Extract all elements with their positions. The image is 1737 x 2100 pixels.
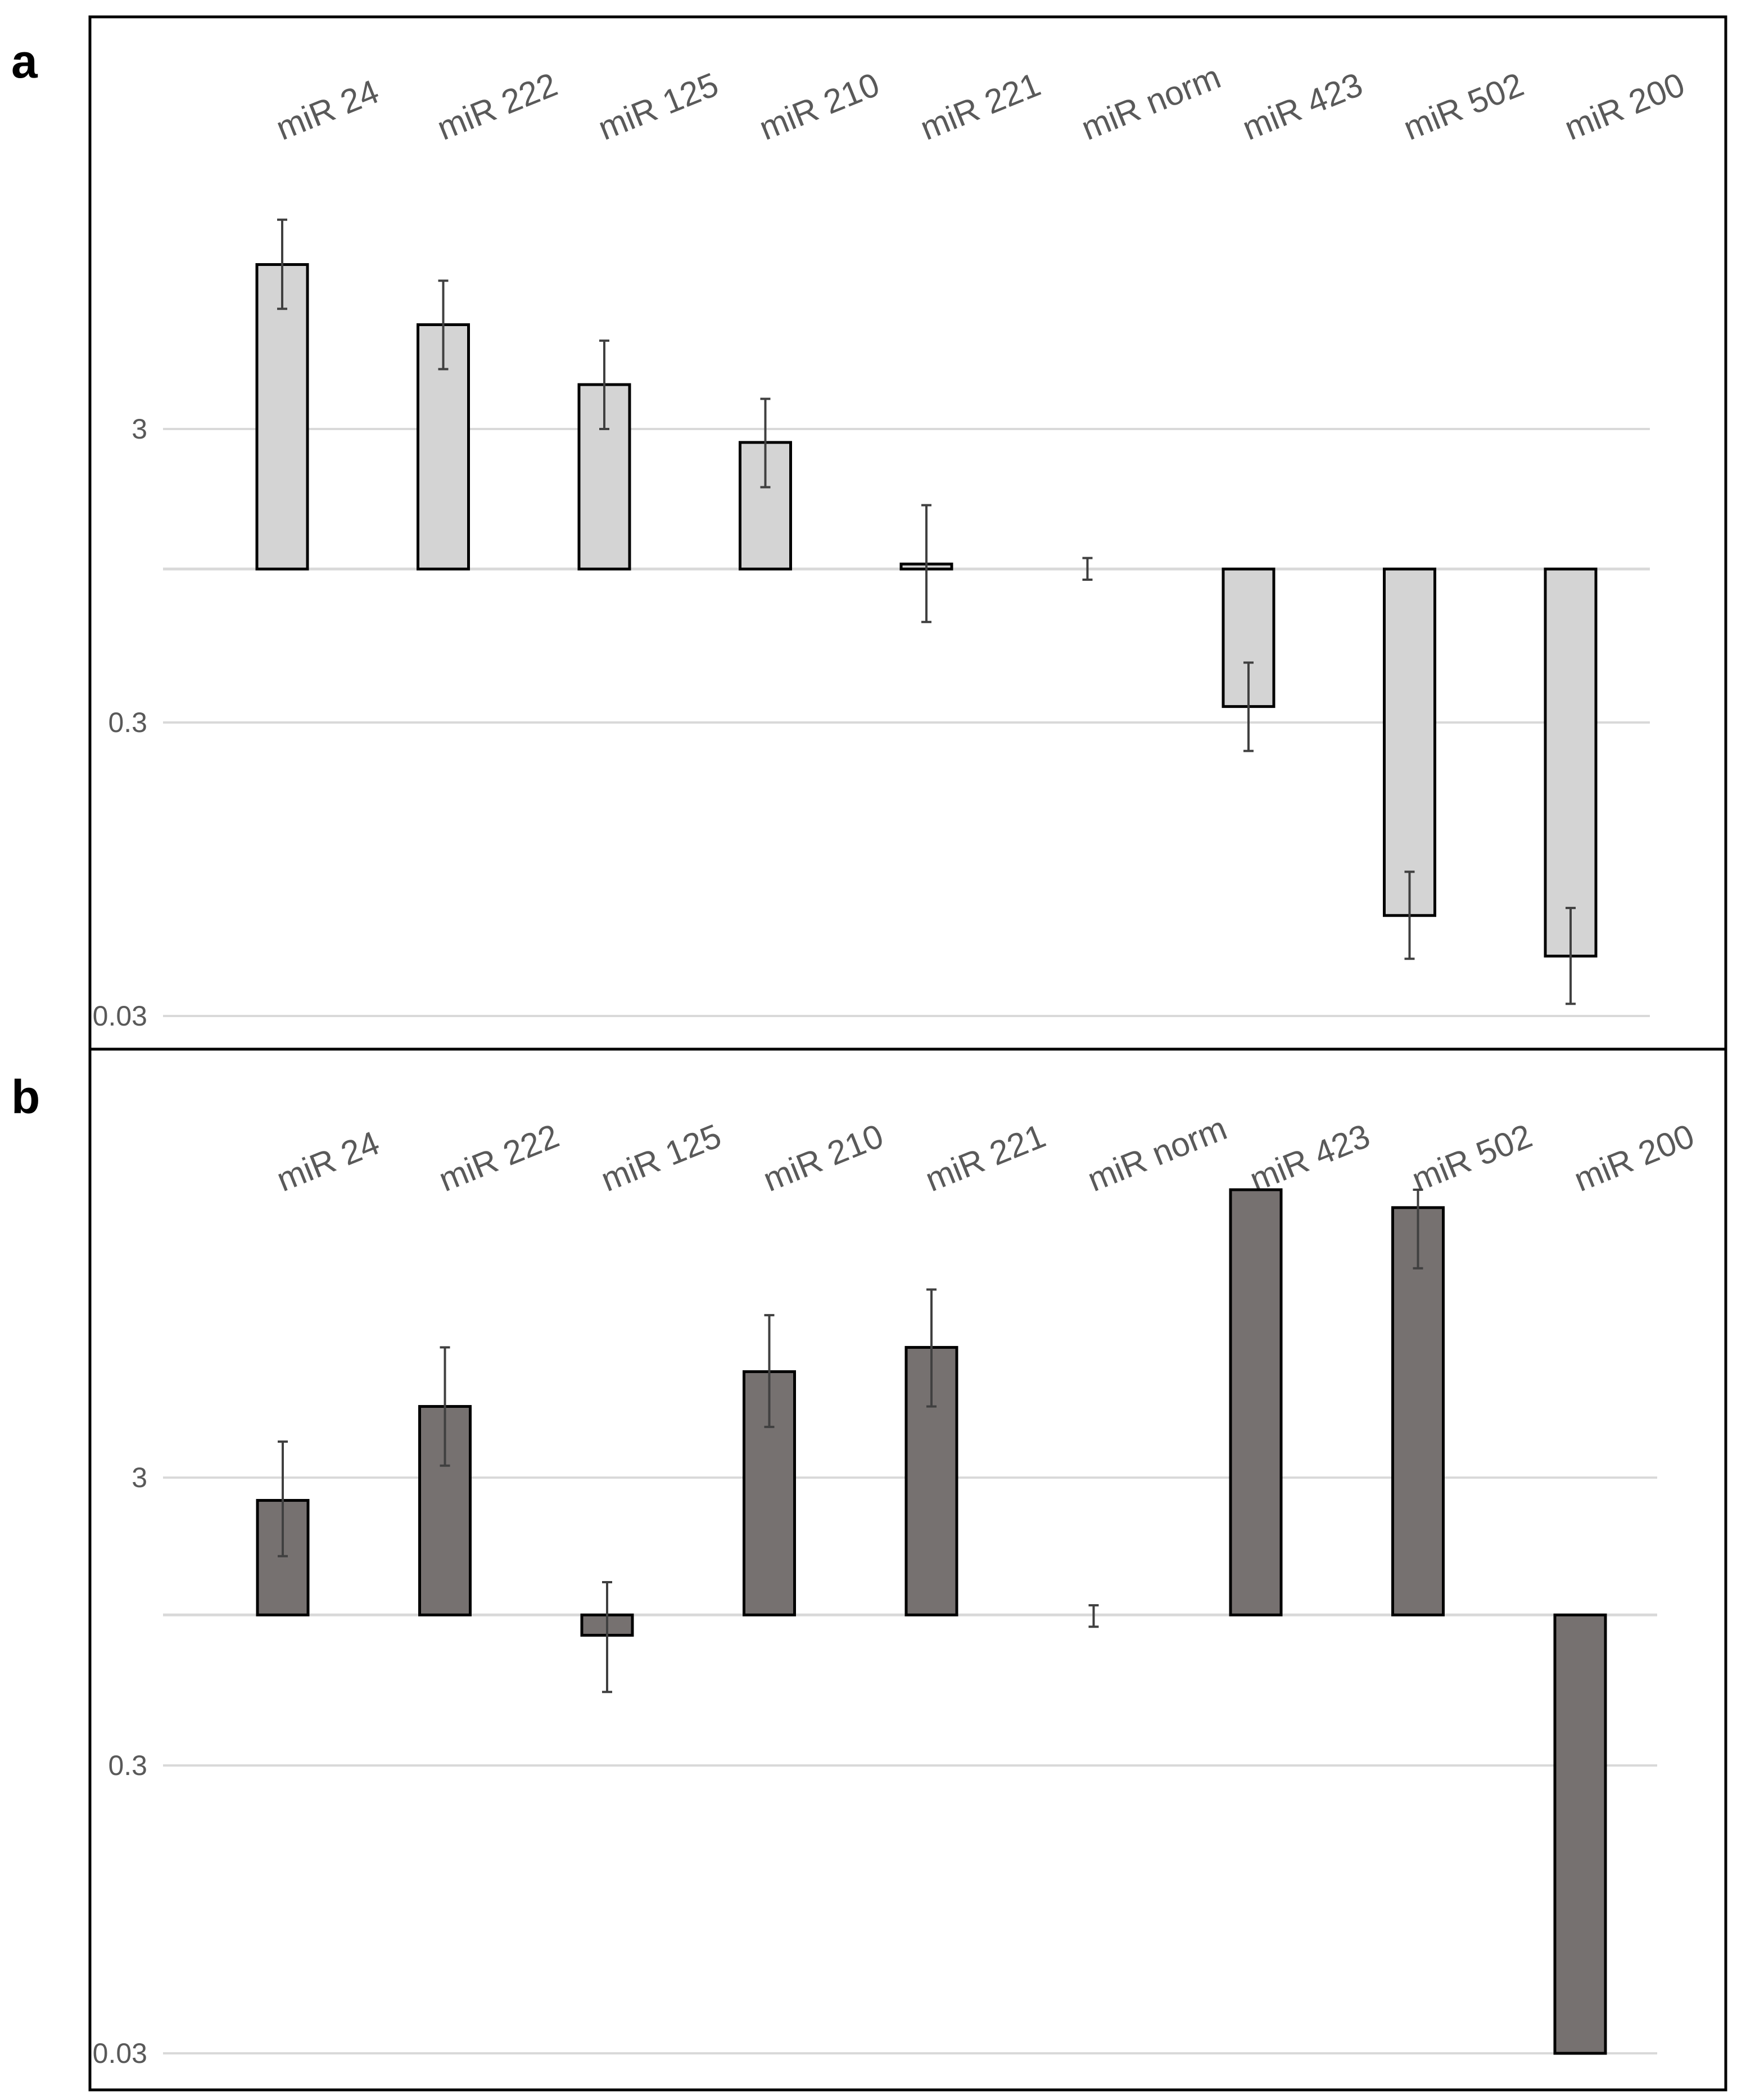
panel-a-error-bar: [1404, 870, 1415, 960]
panel-a-error-bar: [599, 339, 609, 430]
panel-a-y-tick-label: 0.3: [108, 707, 147, 738]
panel-a-error-bar: [277, 218, 287, 310]
panel-b-bar: [1553, 1613, 1607, 2055]
panel-a-error-bar: [1243, 661, 1254, 752]
panel-a-bar: [255, 263, 309, 571]
panel-a-error-bar: [1082, 557, 1093, 581]
panel-b-letter: b: [11, 1071, 40, 1123]
panel-b-error-bar: [1088, 1604, 1099, 1628]
panel-a-letter: a: [11, 35, 38, 88]
panel-b-bar: [1229, 1188, 1283, 1616]
panel-a-error-bar: [1566, 906, 1576, 1005]
panel-a-error-bar: [921, 504, 931, 624]
panel-a-error-bar: [760, 398, 771, 489]
panel-a-y-tick-label: 3: [132, 413, 147, 445]
panel-b-error-bar: [926, 1288, 937, 1408]
panel-b-y-tick-label: 0.03: [93, 2038, 147, 2069]
panel-b-error-bar: [440, 1346, 450, 1467]
panel-b-y-tick-label: 0.3: [108, 1750, 147, 1781]
panel-a-bar: [1383, 567, 1436, 917]
panel-a-y-tick-label: 0.03: [93, 1000, 147, 1032]
panel-b-error-bar: [602, 1580, 612, 1693]
panel-b-frame: [88, 1047, 1727, 2092]
panel-b-y-tick-label: 3: [132, 1462, 147, 1493]
panel-b-error-bar: [278, 1440, 288, 1557]
panel-a-error-bar: [438, 279, 449, 371]
panel-a-bar: [1544, 567, 1598, 958]
panel-b-error-bar: [764, 1314, 775, 1428]
panel-b-error-bar: [1413, 1189, 1423, 1270]
